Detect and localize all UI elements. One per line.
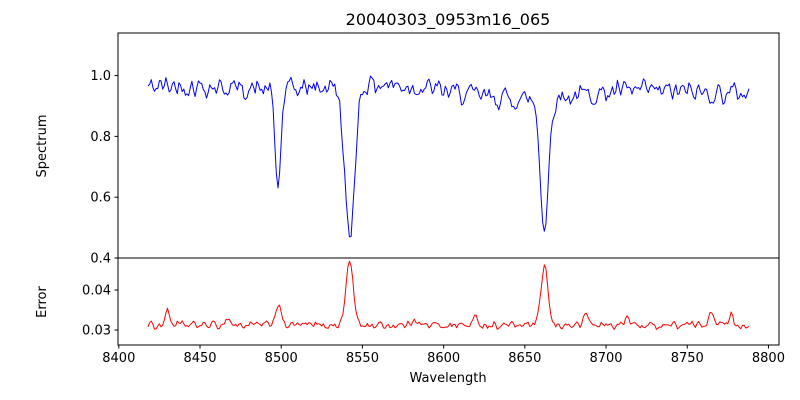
y-tick-label: 0.8 (90, 130, 111, 145)
x-tick-label: 8750 (671, 351, 704, 366)
y-axis-label-error: Error (35, 286, 50, 318)
y-tick-label: 1.0 (90, 69, 111, 84)
panel-border-error (117, 257, 780, 346)
x-tick-label: 8450 (183, 351, 216, 366)
x-tick-label: 8650 (508, 351, 541, 366)
x-tick-label: 8400 (102, 351, 135, 366)
y-tick-label: 0.4 (90, 252, 111, 267)
x-tick-label: 8700 (589, 351, 622, 366)
x-tick-label: 8500 (265, 351, 298, 366)
spectrum-line (147, 75, 750, 238)
plot-area: 1.0 0.8 0.6 0.4 0.04 0.03 8400 8450 8500 8550 8600… (82, 32, 785, 366)
y-tick-label: 0.04 (82, 284, 111, 299)
error-line (147, 260, 750, 330)
x-axis-label: Wavelength (409, 371, 486, 386)
y-tick-label: 0.6 (90, 191, 111, 206)
y-tick-label: 0.03 (82, 324, 111, 339)
x-tick-label: 8600 (427, 351, 460, 366)
x-tick-label: 8550 (346, 351, 379, 366)
x-tick-label: 8800 (752, 351, 785, 366)
chart-title: 20040303_0953m16_065 (346, 10, 551, 30)
y-axis-label-spectrum: Spectrum (35, 115, 50, 178)
